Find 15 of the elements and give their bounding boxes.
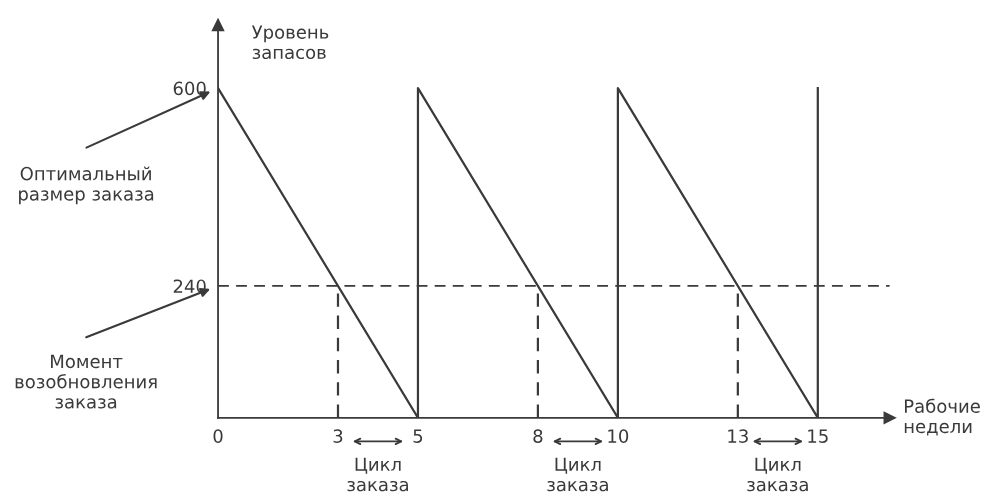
text: Оптимальный размер заказа [19,166,154,205]
x-tick-label: 0 [213,429,223,443]
y-axis-title: Уровень запасов [251,25,329,60]
text: Цикл заказа [747,457,808,492]
text: Цикл заказа [347,457,408,492]
x-tick-label: 15 [808,429,828,443]
x-tick-label: 5 [413,429,423,443]
text: Момент возобновления заказа [15,354,157,409]
x-tick-label: 3 [333,429,343,443]
x-tick-label: 10 [608,429,629,443]
text: Цикл заказа [547,457,608,492]
x-axis-title: Рабочие недели [904,398,980,436]
x-tick-label: 8 [533,429,543,443]
y-tick-label: 600 [173,81,206,96]
x-tick-label: 13 [728,429,748,443]
